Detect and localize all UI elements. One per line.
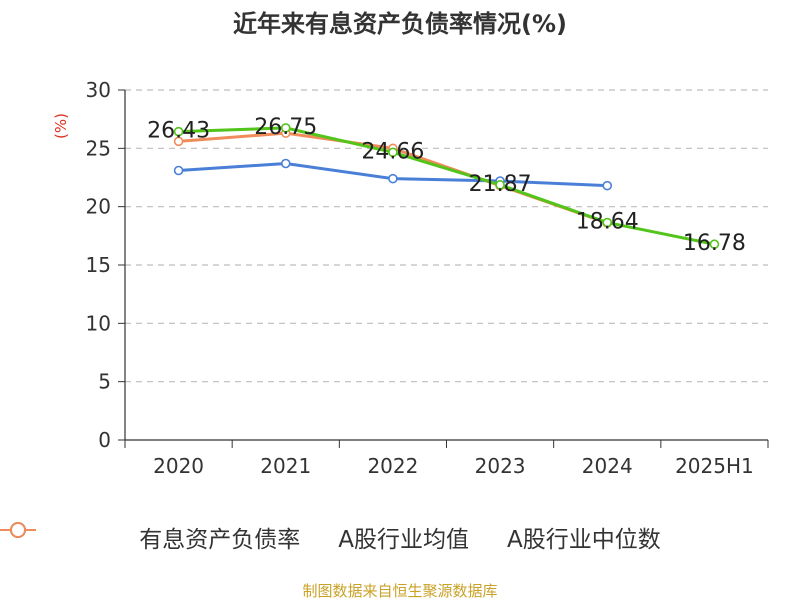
data-point — [602, 217, 613, 228]
x-tick-label: 2022 — [367, 454, 418, 478]
data-point — [709, 239, 720, 250]
y-tick-label: 5 — [98, 370, 111, 394]
y-axis-unit-label: (%) — [52, 113, 70, 139]
legend-item-industry-mean[interactable]: A股行业均值 — [0, 520, 469, 554]
legend-marker-industry-median — [0, 522, 36, 538]
legend-item-industry-median[interactable]: A股行业中位数 — [0, 520, 661, 554]
x-tick-label: 2025H1 — [675, 454, 754, 478]
y-tick-label: 0 — [98, 428, 111, 452]
data-point — [388, 147, 398, 158]
x-tick-label: 2024 — [582, 454, 633, 478]
legend-label-interest-debt-ratio: 有息资产负债率 — [139, 527, 301, 553]
x-tick-label: 2020 — [153, 454, 204, 478]
data-point — [173, 126, 184, 137]
data-label: 16.78 — [683, 231, 746, 256]
data-label: 26.43 — [147, 119, 210, 144]
data-point — [602, 180, 613, 191]
data-source-note: 制图数据来自恒生聚源数据库 — [302, 582, 498, 600]
data-point — [388, 173, 398, 184]
y-tick-label: 10 — [86, 311, 111, 335]
data-point — [495, 180, 505, 190]
legend-item-interest-debt-ratio[interactable]: 有息资产负债率 — [0, 520, 301, 554]
chart-title: 近年来有息资产负债率情况(%) — [233, 10, 567, 38]
series-line — [178, 126, 715, 246]
data-label: 21.87 — [469, 172, 532, 197]
data-label: 26.75 — [254, 115, 317, 140]
legend-label-industry-median: A股行业中位数 — [507, 527, 661, 553]
y-tick-label: 30 — [86, 78, 111, 102]
data-label: 18.64 — [576, 210, 639, 235]
x-tick-label: 2021 — [260, 454, 311, 478]
y-tick-label: 15 — [86, 253, 111, 277]
data-point — [173, 165, 184, 176]
y-tick-label: 25 — [86, 136, 111, 160]
data-point — [173, 136, 184, 147]
x-tick-label: 2023 — [475, 454, 526, 478]
data-point — [280, 123, 291, 133]
data-point — [280, 158, 291, 169]
legend: 有息资产负债率 A股行业均值 A股行业中位数 — [0, 520, 800, 554]
legend-label-industry-mean: A股行业均值 — [338, 527, 469, 553]
y-tick-label: 20 — [86, 195, 111, 219]
data-label: 24.66 — [361, 139, 424, 164]
